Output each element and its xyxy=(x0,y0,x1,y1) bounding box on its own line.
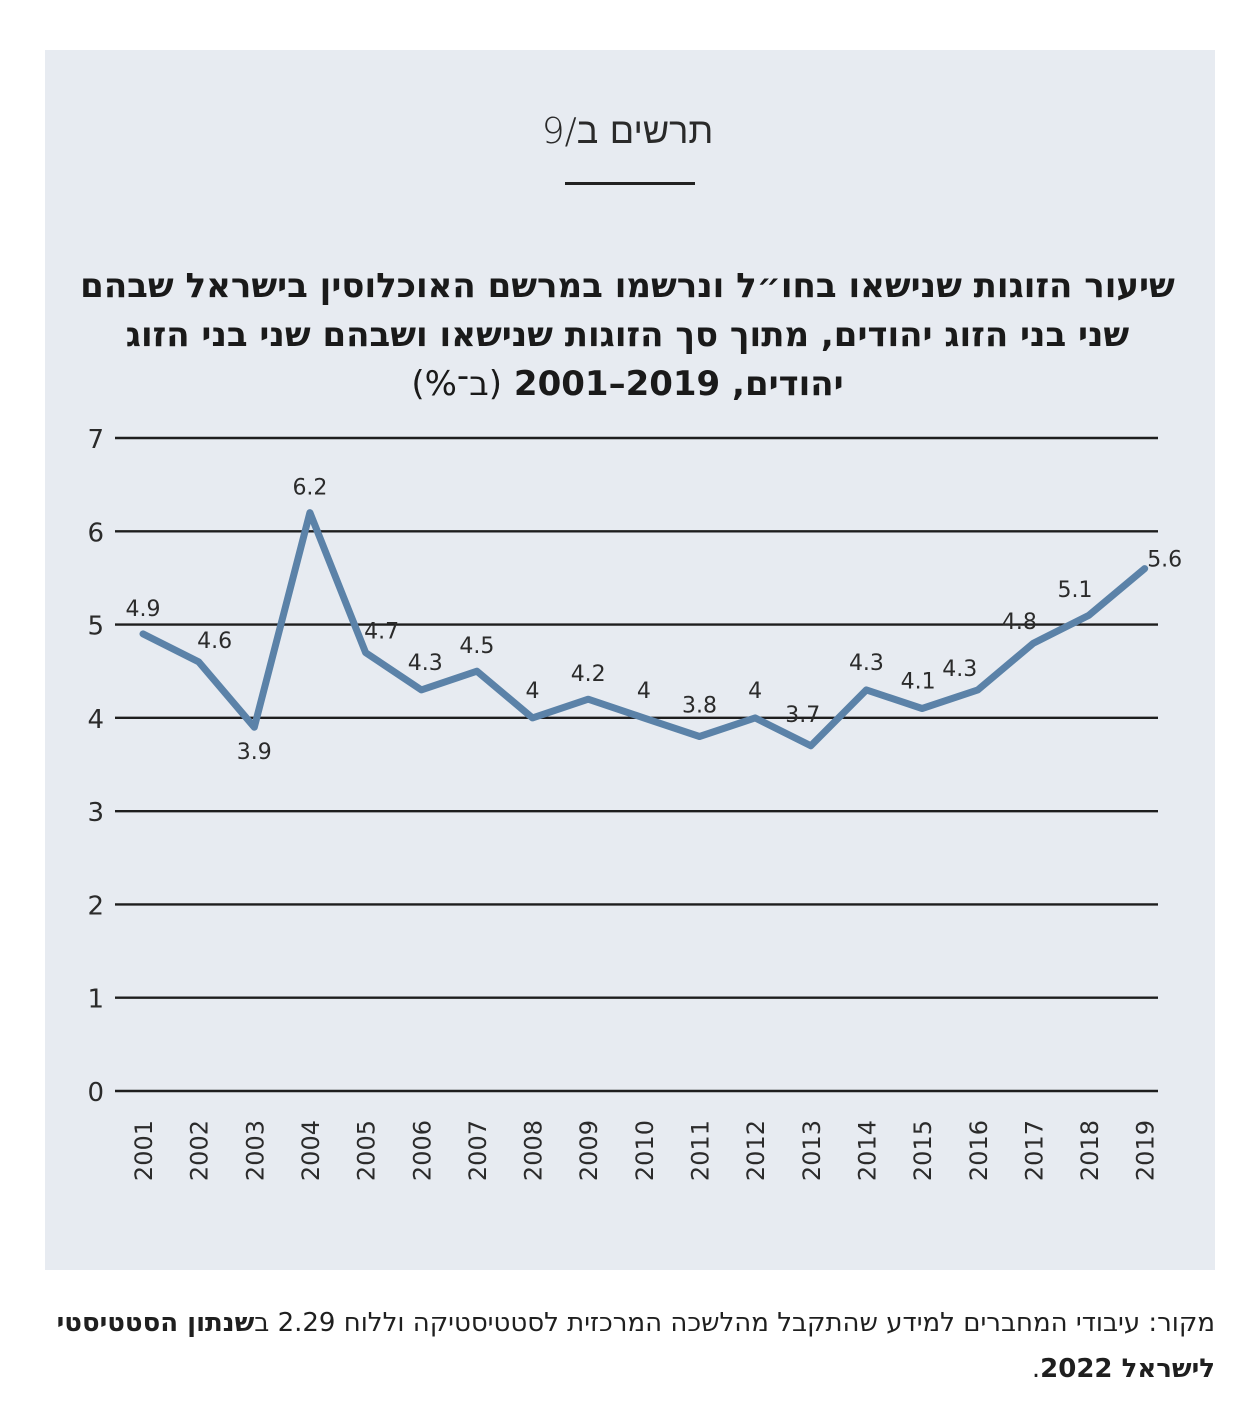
x-tick-label: 2014 xyxy=(853,1120,881,1181)
x-tick-label: 2012 xyxy=(742,1120,770,1181)
source-end: . xyxy=(1031,1354,1041,1384)
x-tick-label: 2010 xyxy=(631,1120,659,1181)
data-label: 4.9 xyxy=(126,597,161,622)
x-tick-label: 2004 xyxy=(297,1120,325,1181)
data-label: 4.1 xyxy=(901,670,936,695)
data-label: 4.7 xyxy=(364,620,399,645)
data-label: 5.6 xyxy=(1147,548,1182,573)
data-labels: 4.94.63.96.24.74.34.544.243.843.74.34.14… xyxy=(126,476,1183,766)
data-label: 3.7 xyxy=(785,703,820,728)
x-tick-label: 2008 xyxy=(520,1120,548,1181)
figure-label-underline xyxy=(565,182,695,185)
x-tick-label: 2001 xyxy=(130,1120,158,1181)
data-label: 4 xyxy=(748,679,762,704)
series-line-layer xyxy=(139,509,1149,750)
chart-title-text: שיעור הזוגות שנישאו בחו״ל ונרשמו במרשם ה… xyxy=(80,266,1175,404)
data-label: 4 xyxy=(526,679,540,704)
x-tick-label: 2016 xyxy=(965,1120,993,1181)
y-tick-label: 5 xyxy=(87,612,104,642)
x-tick-label: 2017 xyxy=(1020,1120,1048,1181)
data-label: 4.8 xyxy=(1002,610,1037,635)
y-tick-labels: 0 1 2 3 4 5 6 7 xyxy=(87,425,104,1108)
chart-panel xyxy=(45,50,1215,1270)
y-tick-label: 1 xyxy=(87,985,104,1015)
data-label: 4 xyxy=(637,679,651,704)
x-tick-label: 2018 xyxy=(1076,1120,1104,1181)
x-tick-label: 2003 xyxy=(241,1120,269,1181)
x-tick-labels: 2001 2002 2003 2004 2005 2006 2007 2008 2009 2010… xyxy=(130,1120,1160,1181)
y-tick-label: 4 xyxy=(87,705,104,735)
data-label: 3.8 xyxy=(682,694,717,719)
y-tick-label: 6 xyxy=(87,518,104,548)
x-tick-label: 2009 xyxy=(575,1120,603,1181)
y-tick-label: 0 xyxy=(87,1078,104,1108)
data-label: 3.9 xyxy=(237,740,272,765)
x-tick-label: 2007 xyxy=(464,1120,492,1181)
source-text: מקור: עיבודי המחברים למידע שהתקבל מהלשכה… xyxy=(254,1308,1215,1338)
y-tick-label: 3 xyxy=(87,798,104,828)
data-label: 4.3 xyxy=(408,651,443,676)
data-label: 6.2 xyxy=(292,476,327,501)
x-tick-label: 2006 xyxy=(408,1120,436,1181)
x-tick-label: 2002 xyxy=(186,1120,214,1181)
chart-title-unit: (ב־%) xyxy=(411,364,503,404)
figure-label: תרשים ב/9 xyxy=(541,111,714,152)
data-label: 4.2 xyxy=(571,662,606,687)
x-tick-label: 2019 xyxy=(1132,1120,1160,1181)
x-tick-label: 2011 xyxy=(687,1120,715,1181)
y-tick-label: 2 xyxy=(87,891,104,921)
x-tick-label: 2015 xyxy=(909,1120,937,1181)
x-tick-label: 2005 xyxy=(353,1120,381,1181)
x-tick-label: 2013 xyxy=(798,1120,826,1181)
chart-title: שיעור הזוגות שנישאו בחו״ל ונרשמו במרשם ה… xyxy=(80,262,1175,409)
data-label: 4.3 xyxy=(849,651,884,676)
series-line xyxy=(139,509,1149,750)
data-label: 5.1 xyxy=(1058,578,1093,603)
data-label: 4.6 xyxy=(197,629,232,654)
data-label: 4.5 xyxy=(459,634,494,659)
data-label: 4.3 xyxy=(942,657,977,682)
source-publication: שנתון הסטטיסטי לישראל 2022 xyxy=(56,1308,1215,1384)
y-tick-label: 7 xyxy=(87,425,104,455)
source-note: מקור: עיבודי המחברים למידע שהתקבל מהלשכה… xyxy=(40,1300,1215,1392)
